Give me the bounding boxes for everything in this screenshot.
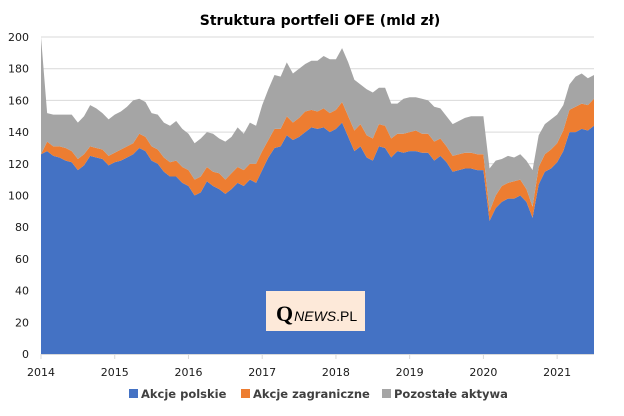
y-tick-label: 100 <box>8 190 29 203</box>
x-tick-label: 2020 <box>469 366 497 379</box>
svg-text:QNEWS.PL: QNEWS.PL <box>276 301 357 326</box>
logo-pl: .PL <box>336 308 357 324</box>
y-tick-label: 80 <box>15 221 29 234</box>
y-tick-label: 160 <box>8 94 29 107</box>
x-tick-label: 2015 <box>101 366 129 379</box>
logo-news: NEWS <box>294 308 337 324</box>
legend-label-akcje-polskie: Akcje polskie <box>141 387 227 401</box>
y-tick-label: 20 <box>15 316 29 329</box>
y-tick-label: 200 <box>8 31 29 44</box>
x-tick-label: 2021 <box>543 366 571 379</box>
watermark-background <box>266 291 365 331</box>
area-akcje-zagraniczne <box>41 98 594 221</box>
y-axis: 0 20 40 60 80 100 120 140 160 180 200 <box>8 31 29 361</box>
x-axis: 2014 2015 2016 2017 2018 2019 2020 2021 <box>27 354 571 379</box>
y-tick-label: 140 <box>8 126 29 139</box>
chart-title: Struktura portfeli OFE (mld zł) <box>200 13 440 29</box>
y-tick-label: 60 <box>15 253 29 266</box>
stacked-areas <box>41 37 594 354</box>
legend-label-akcje-zagraniczne: Akcje zagraniczne <box>253 387 370 401</box>
legend-swatch-akcje-polskie <box>129 389 138 398</box>
legend-swatch-pozostale-aktywa <box>382 389 391 398</box>
y-tick-label: 120 <box>8 158 29 171</box>
area-pozosta-e-aktywa <box>41 37 594 212</box>
x-tick-label: 2016 <box>174 366 202 379</box>
x-tick-label: 2018 <box>322 366 350 379</box>
x-tick-label: 2014 <box>27 366 55 379</box>
legend: Akcje polskie Akcje zagraniczne Pozostał… <box>129 387 508 401</box>
x-tick-label: 2019 <box>396 366 424 379</box>
y-tick-label: 180 <box>8 63 29 76</box>
legend-swatch-akcje-zagraniczne <box>241 389 250 398</box>
y-tick-label: 0 <box>22 348 29 361</box>
watermark-logo: QNEWS.PL <box>266 291 365 331</box>
legend-label-pozostale-aktywa: Pozostałe aktywa <box>394 387 508 401</box>
area-akcje-polskie <box>41 122 594 354</box>
y-tick-label: 40 <box>15 285 29 298</box>
logo-q: Q <box>276 301 293 326</box>
x-tick-label: 2017 <box>248 366 276 379</box>
